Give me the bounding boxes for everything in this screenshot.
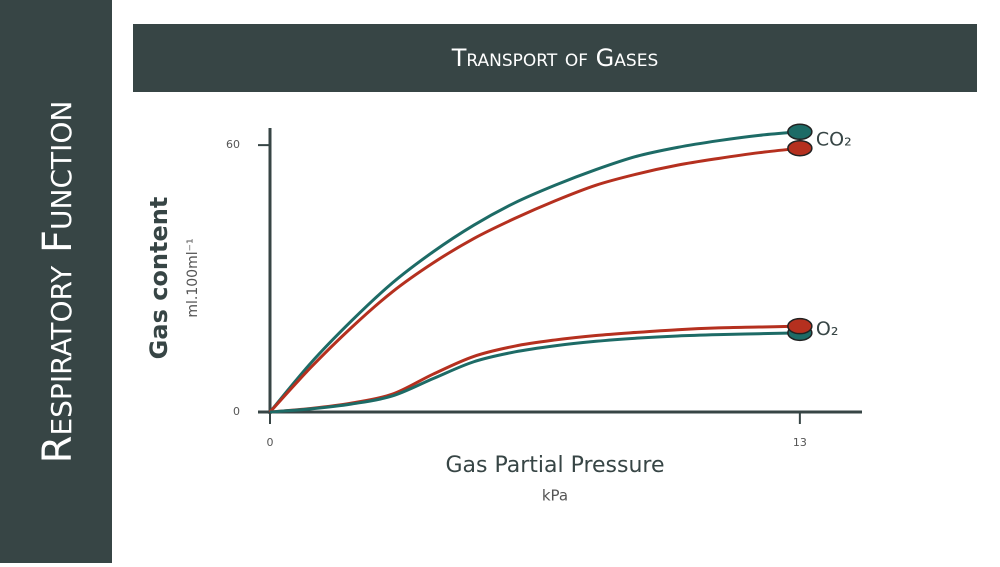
y-axis-label: Gas content	[145, 197, 173, 360]
y-tick-label: 0	[233, 405, 240, 418]
x-tick-label: 0	[267, 436, 274, 449]
curve	[269, 331, 800, 414]
curve	[269, 324, 800, 414]
header-bar	[133, 24, 977, 92]
x-axis-unit: kPa	[542, 487, 568, 505]
curve	[268, 130, 800, 413]
chart-title: Transport of Gases	[451, 44, 658, 72]
end-marker	[787, 123, 813, 141]
end-marker	[787, 139, 813, 157]
series-label: CO₂	[816, 129, 852, 151]
y-tick-label: 60	[226, 138, 240, 151]
sidebar	[0, 0, 112, 563]
y-axis-unit: ml.100ml⁻¹	[185, 238, 201, 317]
end-marker	[787, 317, 813, 335]
x-axis-label: Gas Partial Pressure	[445, 453, 664, 478]
series-label: O₂	[816, 318, 839, 340]
curve	[268, 146, 801, 414]
x-tick-label: 13	[793, 436, 807, 449]
sidebar-title: Respiratory Function	[35, 101, 81, 464]
